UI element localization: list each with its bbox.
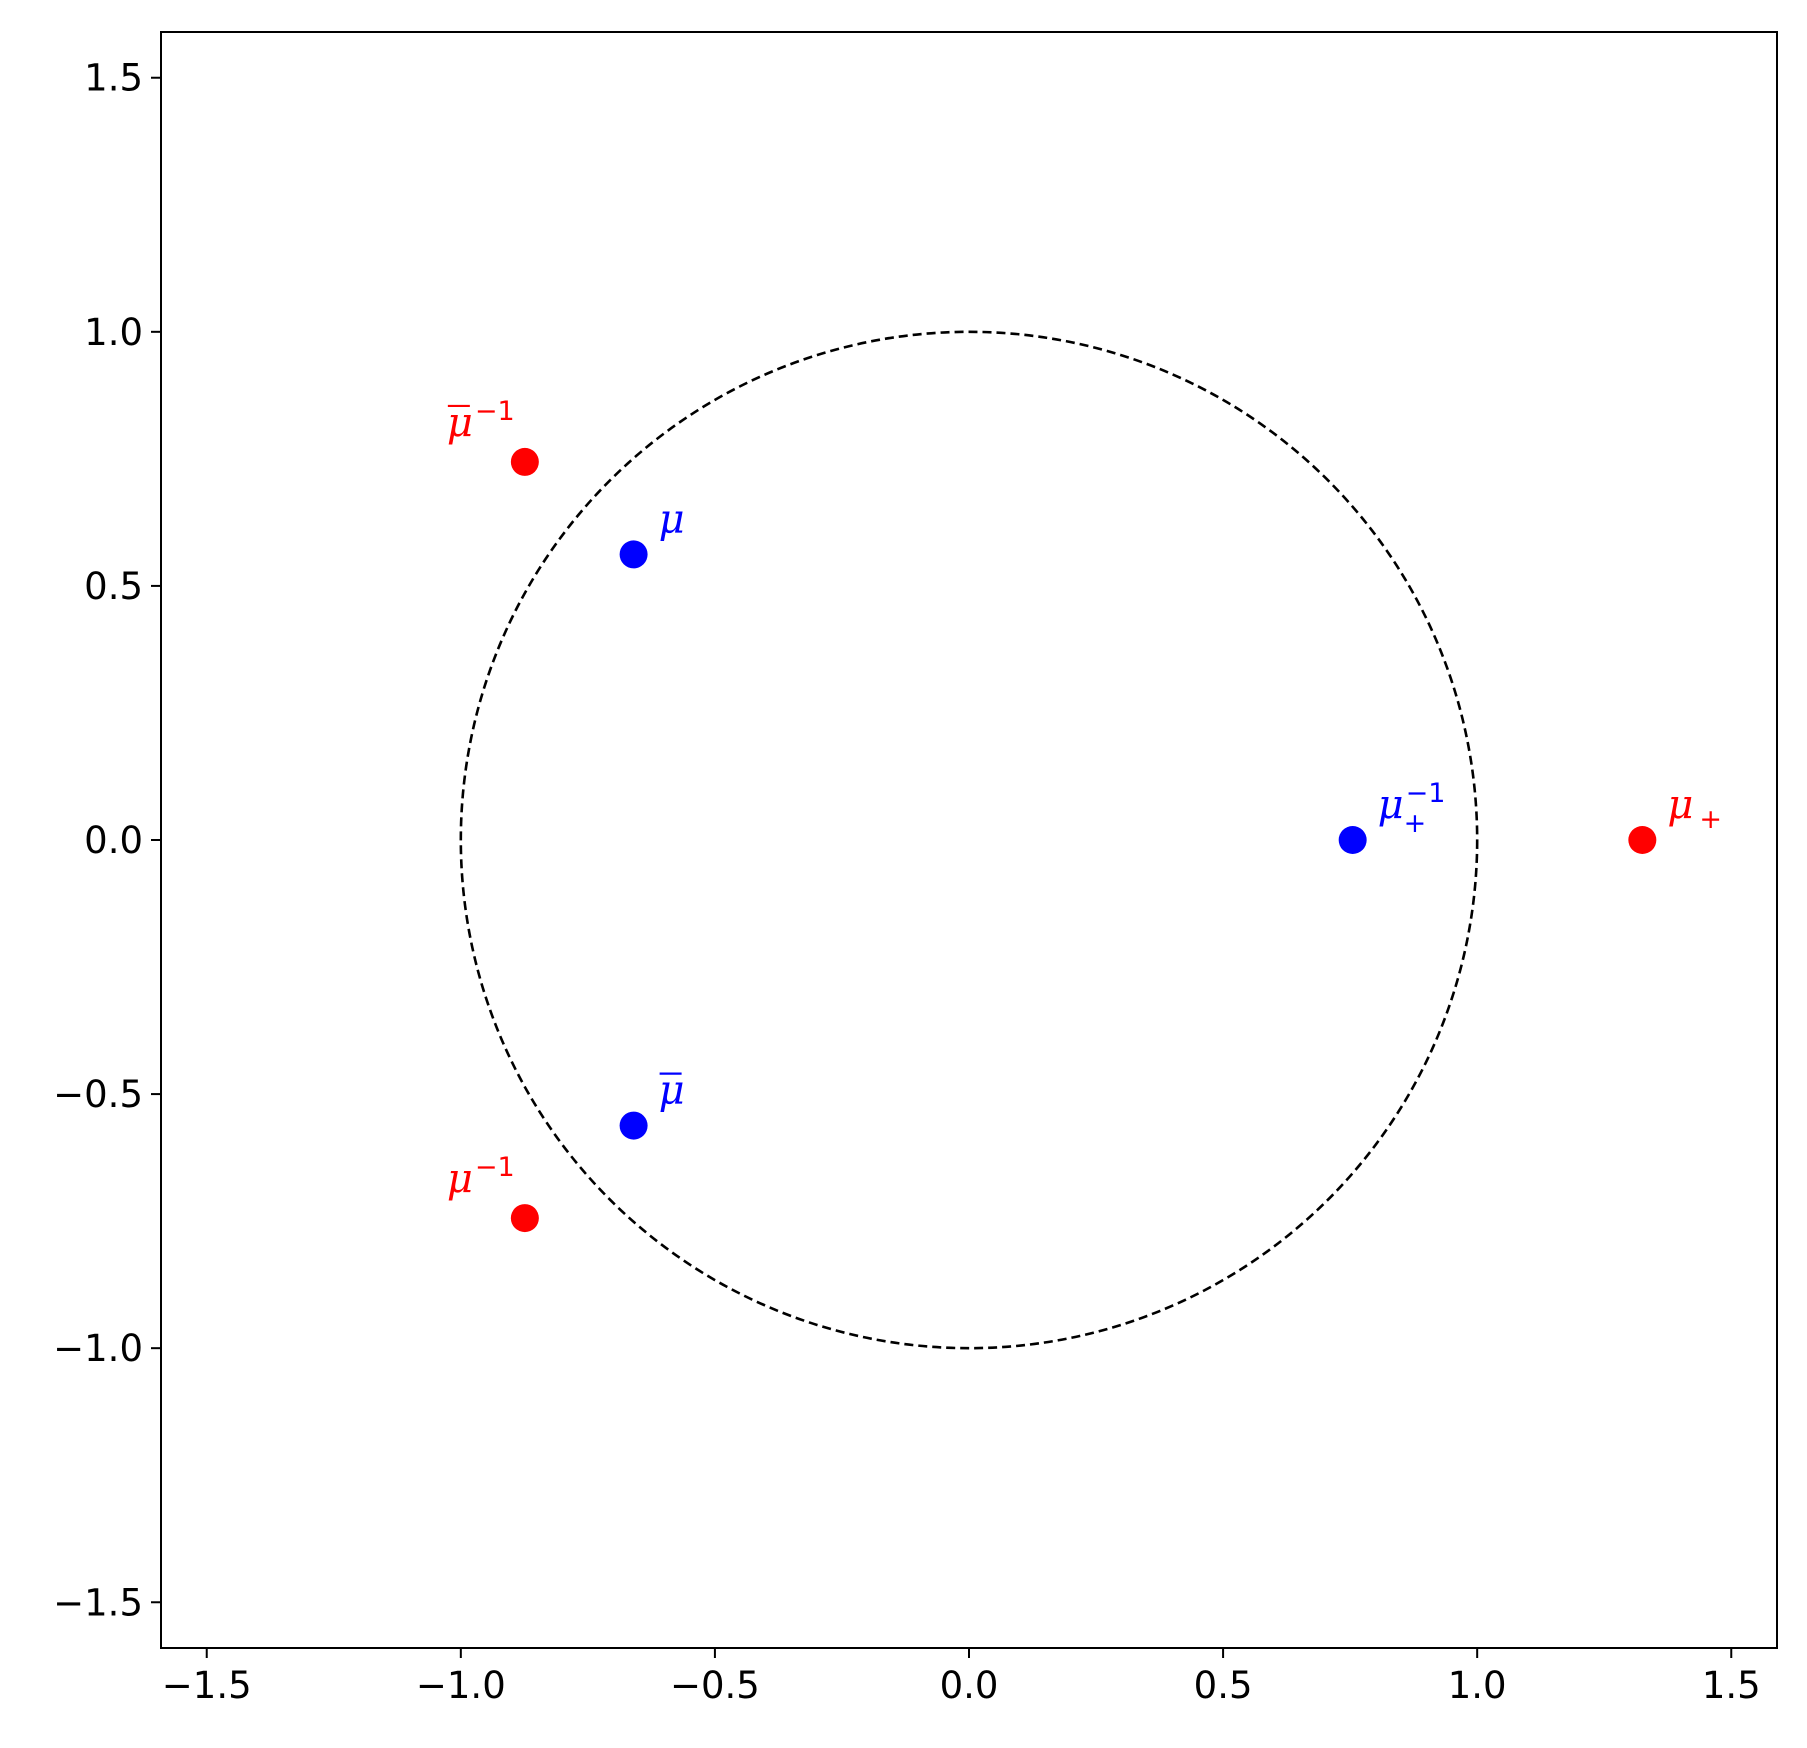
x-tick-label: −1.0 bbox=[416, 1664, 506, 1707]
data-point bbox=[1338, 826, 1367, 854]
point-label-text: μ−1 bbox=[447, 396, 515, 446]
point-label: μ−1 bbox=[447, 396, 515, 446]
unit-circle-layer bbox=[459, 330, 1479, 1350]
y-tick-label: 0.5 bbox=[84, 565, 143, 608]
point-label: μ bbox=[659, 1068, 685, 1114]
x-tick-label: 1.5 bbox=[1702, 1664, 1761, 1707]
x-tick-label: 1.0 bbox=[1448, 1664, 1507, 1707]
label-base: μ bbox=[447, 400, 473, 446]
x-tick-label: 0.0 bbox=[940, 1664, 999, 1707]
label-subscript: + bbox=[1404, 808, 1427, 839]
point-label-text: μ−1 + bbox=[1378, 778, 1446, 839]
x-tick-label: −0.5 bbox=[670, 1664, 760, 1707]
x-tick-label: 0.5 bbox=[1194, 1664, 1253, 1707]
label-superscript: −1 bbox=[1406, 778, 1446, 809]
y-tick-label: −1.0 bbox=[53, 1327, 143, 1370]
data-point bbox=[1628, 826, 1657, 854]
point-label: μ bbox=[659, 496, 685, 542]
data-point bbox=[510, 447, 539, 476]
points-layer bbox=[510, 447, 1657, 1233]
point-label-text: μ bbox=[659, 1068, 685, 1114]
y-tick-label: −1.5 bbox=[53, 1581, 143, 1624]
x-tick-label: −1.5 bbox=[162, 1664, 252, 1707]
label-base: μ bbox=[659, 1068, 685, 1114]
point-label: μ + bbox=[1667, 782, 1722, 835]
label-base: μ bbox=[1378, 782, 1404, 828]
y-tick-label: 0.0 bbox=[84, 819, 143, 862]
data-point bbox=[510, 1204, 539, 1233]
point-label: μ−1 bbox=[447, 1152, 515, 1202]
point-labels-layer: μμμ−1μ−1μ−1 + μ + bbox=[447, 396, 1722, 1202]
label-base: μ bbox=[447, 1156, 473, 1202]
point-label-text: μ bbox=[659, 496, 685, 542]
data-point bbox=[619, 540, 648, 569]
label-base: μ bbox=[1667, 782, 1693, 828]
point-label: μ−1 + bbox=[1378, 778, 1446, 839]
label-superscript: −1 bbox=[475, 396, 515, 427]
y-tick-label: 1.0 bbox=[84, 311, 143, 354]
label-base: μ bbox=[659, 496, 685, 542]
point-label-text: μ−1 bbox=[447, 1152, 515, 1202]
label-subscript: + bbox=[1699, 804, 1722, 835]
point-label-text: μ + bbox=[1667, 782, 1722, 835]
unit-circle bbox=[459, 330, 1479, 1350]
y-tick-label: −0.5 bbox=[53, 1073, 143, 1116]
label-superscript: −1 bbox=[475, 1152, 515, 1183]
y-axis: −1.5 −1.0 −0.5 0.0 0.5 1.0 1.5 bbox=[53, 57, 161, 1624]
x-axis: −1.5 −1.0 −0.5 0.0 0.5 1.0 1.5 bbox=[162, 1648, 1761, 1707]
data-point bbox=[619, 1111, 648, 1140]
y-tick-label: 1.5 bbox=[84, 57, 143, 100]
